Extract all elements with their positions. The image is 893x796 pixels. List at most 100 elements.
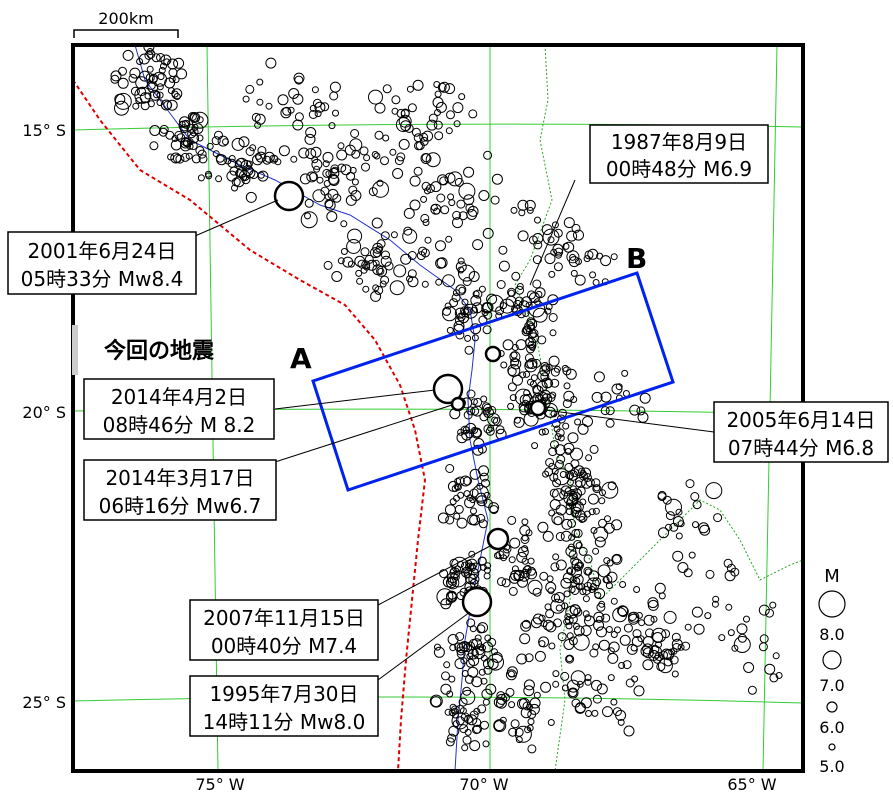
hypocenter-circle <box>480 720 489 730</box>
hypocenter-circle <box>570 269 578 277</box>
hypocenter-circle <box>549 329 557 337</box>
hypocenter-circle <box>473 397 483 407</box>
hypocenter-circle <box>419 132 429 142</box>
hypocenter-circle <box>568 586 576 594</box>
lon-label-65w: 65° W <box>727 775 776 794</box>
hypocenter-circle <box>350 129 360 138</box>
hypocenter-circle <box>445 464 455 473</box>
hypocenter-circle <box>173 93 181 100</box>
hypocenter-circle <box>566 655 573 663</box>
event-label-1987: 1987年8月9日 00時48分 M6.9 <box>589 124 769 184</box>
hypocenter-circle <box>519 371 527 379</box>
hypocenter-circle <box>171 135 179 142</box>
hypocenter-circle <box>337 163 347 173</box>
hypocenter-circle <box>482 408 490 416</box>
hypocenter-circle <box>547 719 555 726</box>
hypocenter-circle <box>110 74 120 84</box>
hypocenter-circle <box>718 634 726 642</box>
hypocenter-circle <box>538 636 550 648</box>
hypocenter-circle <box>449 644 457 652</box>
hypocenter-circle <box>122 49 134 61</box>
hypocenter-circle <box>463 306 473 316</box>
hypocenter-circle <box>428 113 438 123</box>
event-label-2001: 2001年6月24日 05時33分 Mw8.4 <box>7 231 197 295</box>
hypocenter-circle <box>196 116 204 124</box>
hypocenter-circle <box>300 211 318 229</box>
hypocenter-circle <box>216 154 228 166</box>
hypocenter-circle <box>569 253 577 261</box>
hypocenter-circle <box>592 694 602 704</box>
svg-text:1995年7月30日: 1995年7月30日 <box>209 682 358 706</box>
hypocenter-circle <box>380 255 392 267</box>
hypocenter-circle <box>586 577 600 591</box>
hypocenter-circle <box>713 513 723 523</box>
hypocenter-circle <box>515 339 527 351</box>
hypocenter-circle <box>550 248 558 256</box>
hypocenter-circle <box>604 515 611 523</box>
hypocenter-circle <box>521 557 529 565</box>
hypocenter-circle <box>530 617 542 629</box>
hypocenter-circle <box>469 710 479 720</box>
hypocenter-circle <box>573 625 585 637</box>
hypocenter-circle <box>548 313 558 322</box>
hypocenter-circle <box>617 606 629 617</box>
hypocenter-circle <box>313 165 321 173</box>
hypocenter-circle <box>598 518 607 528</box>
hypocenter-circle <box>424 236 432 244</box>
hypocenter-circle <box>542 470 550 478</box>
hypocenter-circle <box>469 625 477 633</box>
hypocenter-circle <box>305 148 317 160</box>
hypocenter-circle <box>769 673 779 683</box>
hypocenter-circle <box>699 524 711 536</box>
hypocenter-circle <box>482 227 494 239</box>
hypocenter-circle <box>170 139 182 151</box>
hypocenter-circle <box>449 298 459 308</box>
hypocenter-circle <box>446 690 454 698</box>
hypocenter-circle <box>560 530 572 542</box>
hypocenter-circle <box>149 125 161 136</box>
hypocenter-circle <box>435 240 446 252</box>
hypocenter-circle <box>469 740 481 752</box>
hypocenter-circle <box>642 659 654 671</box>
hypocenter-circle <box>368 187 378 197</box>
section-label-b: B <box>626 242 647 275</box>
hypocenter-circle <box>651 627 667 643</box>
hypocenter-circle <box>772 652 780 660</box>
event-2001-marker <box>273 180 305 212</box>
hypocenter-circle <box>600 406 610 416</box>
hypocenter-circle <box>468 573 480 585</box>
hypocenter-circle <box>527 579 543 595</box>
hypocenter-circle <box>595 615 603 623</box>
hypocenter-circle <box>592 547 600 555</box>
hypocenter-circle <box>527 566 536 576</box>
hypocenter-circle <box>371 217 383 229</box>
hypocenter-circle <box>589 444 599 454</box>
hypocenter-circle <box>551 467 559 475</box>
hypocenter-circle <box>633 685 645 697</box>
hypocenter-circle <box>564 613 572 621</box>
svg-text:05時33分 Mw8.4: 05時33分 Mw8.4 <box>21 267 184 291</box>
event-2014-04-marker <box>432 373 464 405</box>
hypocenter-circle <box>548 270 556 278</box>
hypocenter-circle <box>156 99 164 107</box>
hypocenter-circle <box>532 233 544 244</box>
hypocenter-circle <box>132 102 140 110</box>
hypocenter-circle <box>505 669 517 681</box>
hypocenter-circle <box>436 257 448 269</box>
hypocenter-circle <box>571 528 581 538</box>
hypocenter-circle <box>346 239 362 254</box>
hypocenter-circle <box>654 582 666 594</box>
hypocenter-circle <box>437 174 449 186</box>
hypocenter-circle <box>412 79 424 91</box>
hypocenter-circle <box>548 447 558 457</box>
hypocenter-circle <box>483 572 491 580</box>
hypocenter-circle <box>470 306 478 314</box>
event-1987-marker <box>484 345 502 363</box>
hypocenter-circle <box>516 653 528 665</box>
hypocenter-circle <box>684 623 692 631</box>
hypocenter-circle <box>314 110 322 118</box>
hypocenter-circle <box>442 576 454 588</box>
hypocenter-circle <box>508 701 516 709</box>
hypocenter-circle <box>391 107 399 115</box>
hypocenter-circle <box>294 112 304 122</box>
